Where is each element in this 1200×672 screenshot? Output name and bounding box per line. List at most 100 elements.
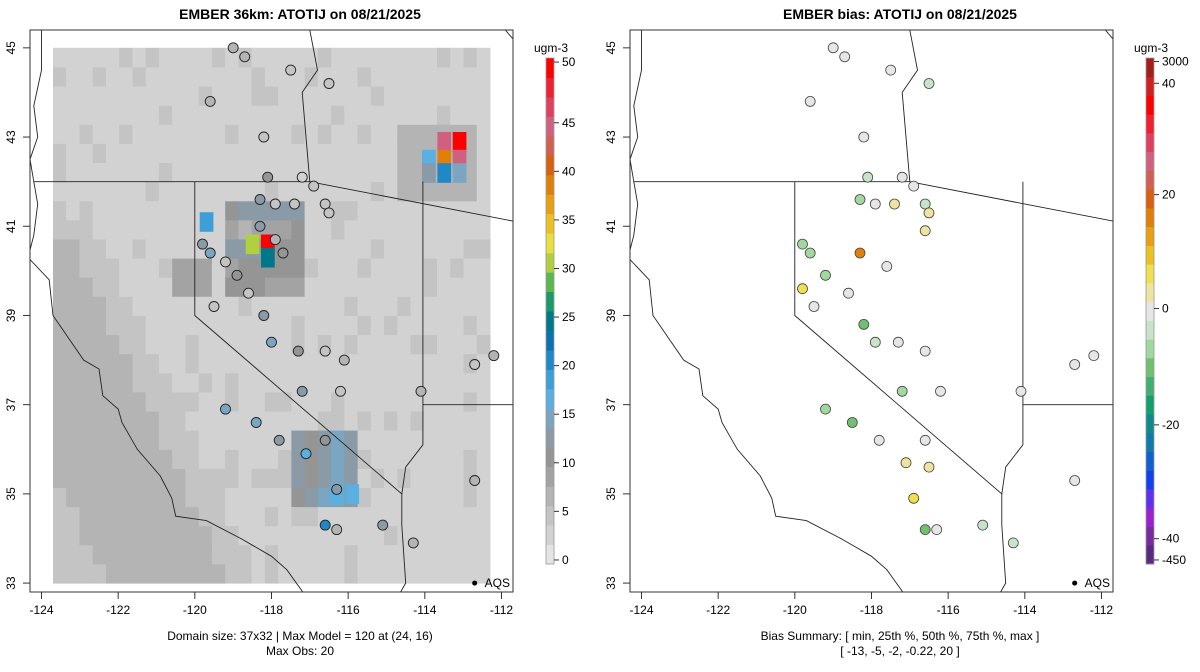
bias-site[interactable] xyxy=(858,318,870,330)
observation-site[interactable] xyxy=(269,198,281,210)
bias-site[interactable] xyxy=(820,403,831,415)
observation-site[interactable] xyxy=(319,434,331,446)
bias-site[interactable] xyxy=(854,247,866,259)
observation-site[interactable] xyxy=(269,234,281,246)
bias-site[interactable] xyxy=(935,385,946,397)
bias-site[interactable] xyxy=(919,345,931,357)
observation-site[interactable] xyxy=(469,475,481,486)
observation-site[interactable] xyxy=(323,78,335,89)
grid-cell xyxy=(185,124,200,144)
bias-site[interactable] xyxy=(873,434,885,446)
bias-site[interactable] xyxy=(858,131,870,143)
grid-cell xyxy=(198,525,213,546)
observation-site[interactable] xyxy=(243,287,254,299)
observation-site[interactable] xyxy=(308,180,320,192)
bias-site[interactable] xyxy=(908,492,920,504)
observation-site[interactable] xyxy=(231,269,243,281)
bias-site[interactable] xyxy=(892,336,904,348)
observation-site[interactable] xyxy=(335,385,346,397)
observation-site[interactable] xyxy=(254,220,266,232)
bias-site[interactable] xyxy=(1015,385,1027,397)
observation-site[interactable] xyxy=(323,207,335,219)
bias-site[interactable] xyxy=(839,51,851,63)
bias-site[interactable] xyxy=(1088,350,1100,362)
observation-site[interactable] xyxy=(239,51,251,63)
bias-site[interactable] xyxy=(1069,475,1081,486)
observation-site[interactable] xyxy=(220,403,231,415)
observation-site[interactable] xyxy=(250,417,262,428)
bias-site[interactable] xyxy=(931,524,943,535)
grid-cell xyxy=(278,296,292,316)
bias-site[interactable] xyxy=(869,336,881,348)
bias-site[interactable] xyxy=(896,385,908,397)
observation-site[interactable] xyxy=(197,238,208,250)
grid-cell xyxy=(145,506,160,527)
bias-site[interactable] xyxy=(885,64,897,76)
observation-site[interactable] xyxy=(254,194,266,205)
bias-site[interactable] xyxy=(919,198,931,210)
bias-site[interactable] xyxy=(923,461,935,473)
bias-site[interactable] xyxy=(854,194,866,205)
grid-cell xyxy=(264,564,279,584)
observation-site[interactable] xyxy=(277,247,289,259)
observation-sites xyxy=(197,42,500,549)
observation-site[interactable] xyxy=(331,524,343,536)
bias-site[interactable] xyxy=(977,519,989,531)
observation-site[interactable] xyxy=(292,345,304,357)
bias-site[interactable] xyxy=(827,42,839,54)
grid-cell xyxy=(106,430,120,450)
bias-site[interactable] xyxy=(869,198,881,210)
observation-site[interactable] xyxy=(285,64,297,76)
bias-site[interactable] xyxy=(862,171,874,183)
observation-site[interactable] xyxy=(289,198,300,210)
observation-site[interactable] xyxy=(407,537,419,549)
bias-site[interactable] xyxy=(896,171,908,183)
bias-site[interactable] xyxy=(919,524,931,535)
bias-site[interactable] xyxy=(919,434,931,446)
observation-site[interactable] xyxy=(220,256,231,268)
observation-site[interactable] xyxy=(262,171,274,183)
bias-site[interactable] xyxy=(1069,359,1081,370)
grid-cell xyxy=(397,353,411,374)
bias-site[interactable] xyxy=(889,198,900,210)
grid-cell xyxy=(198,411,213,431)
observation-site[interactable] xyxy=(300,448,312,460)
bias-site[interactable] xyxy=(919,225,931,237)
observation-site[interactable] xyxy=(204,95,216,107)
bias-site[interactable] xyxy=(846,417,858,428)
bias-site[interactable] xyxy=(820,269,831,281)
grid-cell xyxy=(304,296,319,316)
observation-site[interactable] xyxy=(338,354,350,366)
observation-site[interactable] xyxy=(258,310,270,321)
observation-site[interactable] xyxy=(488,350,500,362)
observation-site[interactable] xyxy=(415,385,427,397)
observation-site[interactable] xyxy=(208,301,220,312)
observation-site[interactable] xyxy=(469,359,481,370)
observation-site[interactable] xyxy=(266,336,277,348)
observation-site[interactable] xyxy=(273,434,285,446)
observation-site[interactable] xyxy=(227,42,239,54)
bias-site[interactable] xyxy=(797,238,808,250)
observation-site[interactable] xyxy=(204,247,216,259)
bias-site[interactable] xyxy=(804,96,816,107)
bias-site[interactable] xyxy=(923,78,935,89)
bias-site[interactable] xyxy=(797,283,808,295)
bias-site[interactable] xyxy=(900,457,912,469)
bias-site[interactable] xyxy=(908,180,920,192)
bias-site[interactable] xyxy=(843,287,854,299)
observation-site[interactable] xyxy=(296,385,308,397)
bias-site[interactable] xyxy=(881,260,893,272)
observation-site[interactable] xyxy=(319,345,331,357)
observation-site[interactable] xyxy=(258,131,270,143)
bias-site[interactable] xyxy=(804,247,816,259)
bias-site[interactable] xyxy=(1007,537,1019,549)
bias-site[interactable] xyxy=(923,207,935,219)
grid-cell xyxy=(172,334,186,355)
observation-site[interactable] xyxy=(377,519,389,531)
bias-site[interactable] xyxy=(808,301,820,312)
or-ca-border xyxy=(633,181,1113,222)
grid-cell xyxy=(423,391,438,412)
observation-site[interactable] xyxy=(296,171,308,183)
observation-site[interactable] xyxy=(319,519,331,531)
observation-site[interactable] xyxy=(331,483,343,495)
